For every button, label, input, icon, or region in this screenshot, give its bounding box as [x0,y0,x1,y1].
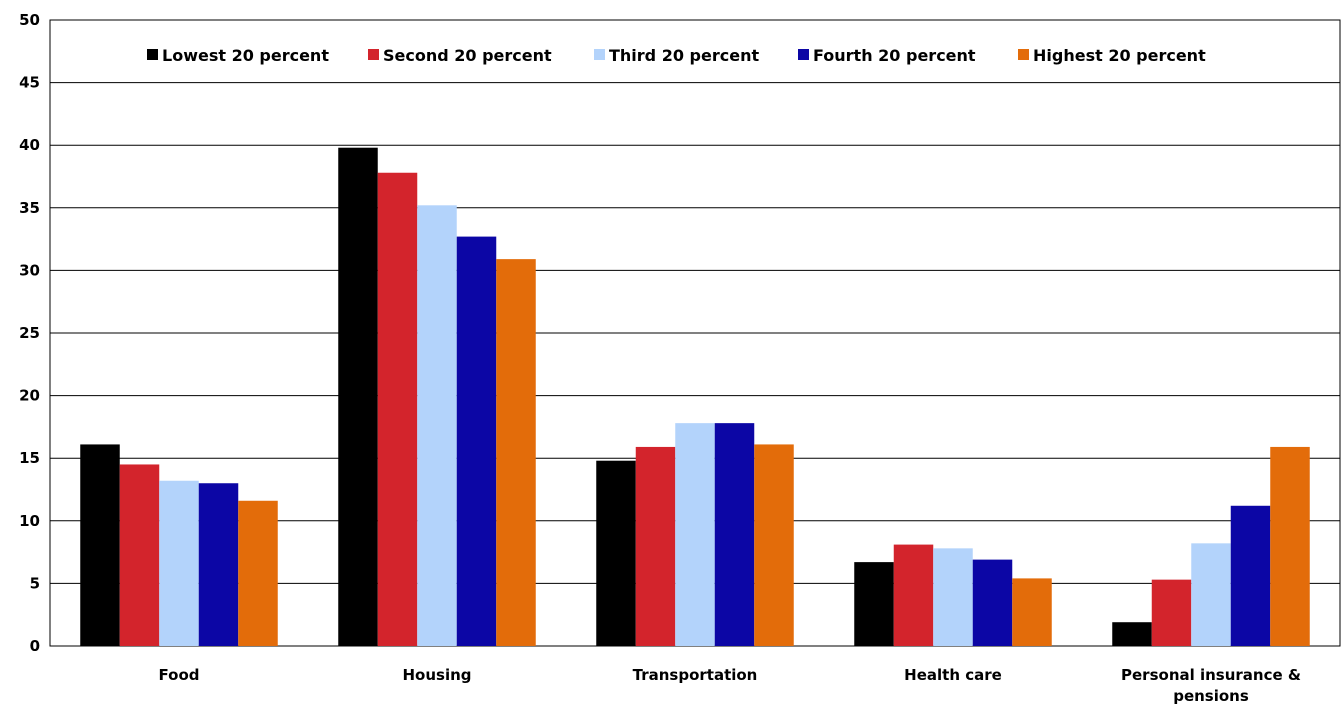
y-tick-label: 5 [30,574,40,592]
bar [496,259,536,646]
bar [972,559,1013,646]
bar [80,444,120,646]
y-tick-label: 10 [19,512,40,530]
bar [198,483,239,646]
bar [456,236,497,646]
y-tick-label: 20 [19,387,40,405]
bar [714,423,755,646]
y-tick-label: 40 [19,136,40,154]
bar [119,464,160,646]
bar [635,446,676,646]
y-tick-label: 30 [19,261,40,279]
bar [1151,579,1192,646]
legend-swatch [594,49,605,60]
legend-label: Fourth 20 percent [813,46,976,65]
x-category-label: Housing [402,666,471,684]
y-tick-label: 35 [19,199,40,217]
legend-label: Second 20 percent [383,46,552,65]
y-axis-tick-labels: 0 5 10 15 20 25 30 35 40 45 50 [19,11,40,655]
legend-label: Lowest 20 percent [162,46,329,65]
legend-swatch [147,49,158,60]
legend-label: Highest 20 percent [1033,46,1206,65]
y-tick-label: 25 [19,324,40,342]
x-category-label: Health care [904,666,1002,684]
bar [854,562,894,646]
bar [338,147,378,647]
bar [417,205,457,646]
bar [238,500,278,646]
bar [159,480,199,646]
y-tick-label: 45 [19,74,40,92]
x-category-label: Transportation [633,666,758,684]
bar [596,460,636,646]
bar [1012,578,1052,646]
legend-swatch [798,49,809,60]
bar [893,544,934,646]
bar [675,423,715,646]
bar [754,444,794,646]
bar [1270,446,1310,646]
x-category-label: Personal insurance & pensions [1121,666,1301,705]
bar [1112,622,1152,646]
y-tick-label: 50 [19,11,40,29]
y-tick-label: 0 [30,637,40,655]
y-tick-label: 15 [19,449,40,467]
legend-label: Third 20 percent [609,46,759,65]
x-category-label: Food [159,666,200,684]
legend-swatch [1018,49,1029,60]
bar [933,548,973,646]
bar [1230,505,1271,646]
bars [80,147,1310,647]
bar [1191,543,1231,646]
x-axis-category-labels: Food Housing Transportation Health care Pers… [159,666,1301,705]
legend-swatch [368,49,379,60]
legend: Lowest 20 percent Second 20 percent Third … [147,46,1206,65]
bar [377,172,418,646]
